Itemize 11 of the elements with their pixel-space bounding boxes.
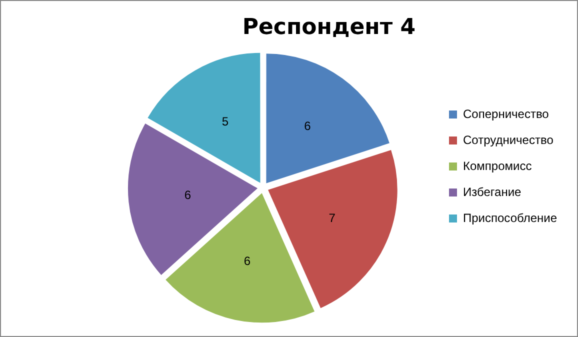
data-label: 6 xyxy=(244,254,251,268)
legend-label: Компромисс xyxy=(463,158,532,173)
data-label: 5 xyxy=(222,114,229,128)
data-label: 7 xyxy=(328,210,336,225)
legend-label: Избегание xyxy=(463,184,522,199)
legend-label: Сотрудничество xyxy=(463,132,554,147)
data-label: 6 xyxy=(184,188,192,202)
chart-title: Респондент 4 xyxy=(242,14,416,40)
legend-label: Приспособление xyxy=(463,210,558,225)
data-label: 6 xyxy=(304,118,312,133)
legend-label: Соперничество xyxy=(463,106,550,121)
